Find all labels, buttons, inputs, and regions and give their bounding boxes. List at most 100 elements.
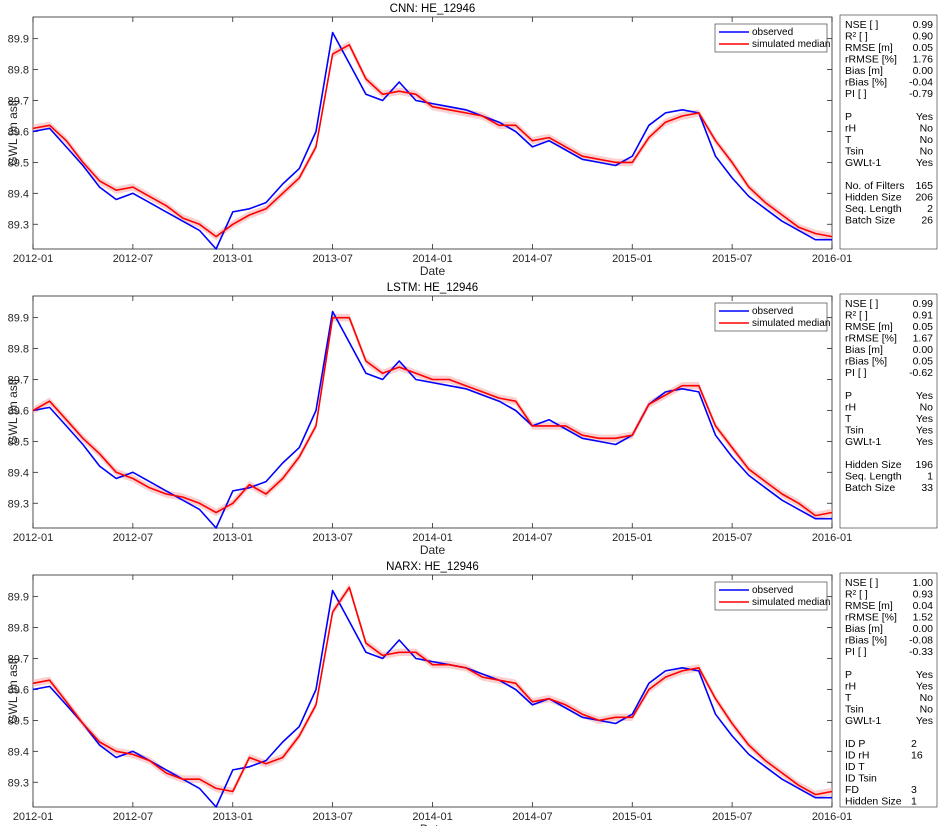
stat-value: 1 (927, 471, 933, 483)
stat-label: rH (845, 123, 856, 135)
stat-label: ID T (845, 761, 865, 773)
x-tick-label: 2014-01 (412, 811, 452, 823)
stat-value: 1.76 (913, 54, 934, 66)
stat-label: GWLt-1 (845, 157, 881, 169)
stat-value: 1.67 (913, 333, 934, 345)
stat-value: 196 (915, 459, 933, 471)
y-tick-label: 89.5 (8, 157, 29, 169)
stat-label: GWLt-1 (845, 715, 881, 727)
x-tick-label: 2013-07 (312, 253, 352, 265)
stat-value: No (920, 146, 934, 158)
stat-value: -0.08 (909, 635, 933, 647)
stat-label: NSE [ ] (845, 19, 878, 31)
stat-label: Batch Size (845, 482, 895, 494)
stat-value: 1.52 (913, 612, 934, 624)
stat-label: rBias [%] (845, 356, 887, 368)
plot-area (32, 574, 833, 808)
stats-box (839, 572, 938, 808)
y-tick-label: 89.8 (8, 344, 29, 356)
stat-label: Bias [m] (845, 65, 883, 77)
x-tick-label: 2013-01 (213, 532, 253, 544)
stat-label: Hidden Size (845, 796, 902, 808)
panel-narx: NARX: HE_12946 89.3 89.4 89.5 89.6 89.7 89.8 89… (6, 561, 938, 826)
x-tick-label: 2012-01 (13, 811, 53, 823)
x-tick-label: 2015-01 (612, 253, 652, 265)
x-tick-label: 2015-07 (712, 253, 752, 265)
legend-label-simulated: simulated median (752, 597, 830, 608)
y-tick-label: 89.9 (8, 592, 29, 604)
y-tick-label: 89.7 (8, 96, 29, 108)
stat-label: R² [ ] (845, 31, 868, 43)
stat-value: 0.99 (913, 19, 934, 31)
y-tick-label: 89.6 (8, 684, 29, 696)
stat-value: 0.05 (913, 321, 934, 333)
stat-value: No (920, 123, 934, 135)
stat-value: -0.33 (909, 646, 933, 658)
y-tick-label: 89.8 (8, 623, 29, 635)
x-tick-label: 2014-07 (512, 532, 552, 544)
panel-lstm: LSTM: HE_12946 89.3 89.4 89.5 89.6 89.7 89.8 89… (6, 282, 938, 557)
y-tick-label: 89.9 (8, 313, 29, 325)
x-tick-label: 2014-01 (412, 532, 452, 544)
stat-value: Yes (916, 425, 933, 437)
stat-label: Batch Size (845, 215, 895, 227)
stat-label: Seq. Length (845, 471, 902, 483)
stat-label: T (845, 134, 852, 146)
x-tick-label: 2013-07 (312, 811, 352, 823)
stat-value: 0.99 (913, 298, 934, 310)
stat-value: 0.05 (913, 356, 934, 368)
stat-label: T (845, 692, 852, 704)
stat-value: 26 (921, 215, 933, 227)
stat-label: ID Tsin (845, 773, 877, 785)
stat-label: FD (845, 784, 859, 796)
stat-value: Yes (916, 111, 933, 123)
stat-value: 2 (911, 738, 917, 750)
series-line-observed (32, 310, 832, 529)
y-tick-label: 89.7 (8, 654, 29, 666)
stat-value: No (920, 402, 934, 414)
x-tick-label: 2016-01 (812, 253, 852, 265)
x-tick-label: 2014-07 (512, 811, 552, 823)
x-tick-label: 2015-01 (612, 532, 652, 544)
stat-label: Hidden Size (845, 459, 902, 471)
panel-title: CNN: HE_12946 (390, 3, 476, 15)
legend-label-observed: observed (752, 306, 793, 317)
stat-label: rBias [%] (845, 77, 887, 89)
stat-label: ID P (845, 738, 865, 750)
x-axis-label: Date (420, 822, 446, 826)
y-tick-label: 89.4 (8, 746, 29, 758)
stat-label: PI [ ] (845, 646, 867, 658)
stat-value: Yes (916, 390, 933, 402)
x-tick-label: 2012-07 (113, 253, 153, 265)
stat-label: P (845, 669, 852, 681)
series-line-observed (32, 589, 832, 808)
stat-value: Yes (916, 436, 933, 448)
stat-label: RMSE [m] (845, 321, 893, 333)
stat-label: Tsin (845, 146, 864, 158)
y-tick-label: 89.3 (8, 777, 29, 789)
legend-box (714, 23, 828, 53)
x-tick-label: 2015-01 (612, 811, 652, 823)
stat-value: 0.05 (913, 42, 934, 54)
stat-value: 0.00 (913, 344, 934, 356)
stat-value: -0.62 (909, 367, 933, 379)
y-tick-label: 89.3 (8, 498, 29, 510)
y-tick-label: 89.5 (8, 715, 29, 727)
x-tick-label: 2013-01 (213, 811, 253, 823)
y-axis-label: GWL [m asl] (6, 658, 20, 724)
stat-value: 0.93 (913, 589, 934, 601)
x-tick-label: 2012-01 (13, 532, 53, 544)
panel-title: LSTM: HE_12946 (387, 282, 478, 294)
stat-value: 0.91 (913, 310, 934, 322)
panel-title: NARX: HE_12946 (386, 561, 479, 573)
stat-value: 0.04 (913, 600, 934, 612)
stat-label: Tsin (845, 704, 864, 716)
stat-value: -0.04 (909, 77, 933, 89)
stat-label: RMSE [m] (845, 600, 893, 612)
x-axis-label: Date (420, 543, 446, 557)
y-tick-label: 89.7 (8, 375, 29, 387)
x-tick-label: 2012-07 (113, 811, 153, 823)
stat-label: No. of Filters (845, 180, 905, 192)
y-tick-label: 89.6 (8, 405, 29, 417)
